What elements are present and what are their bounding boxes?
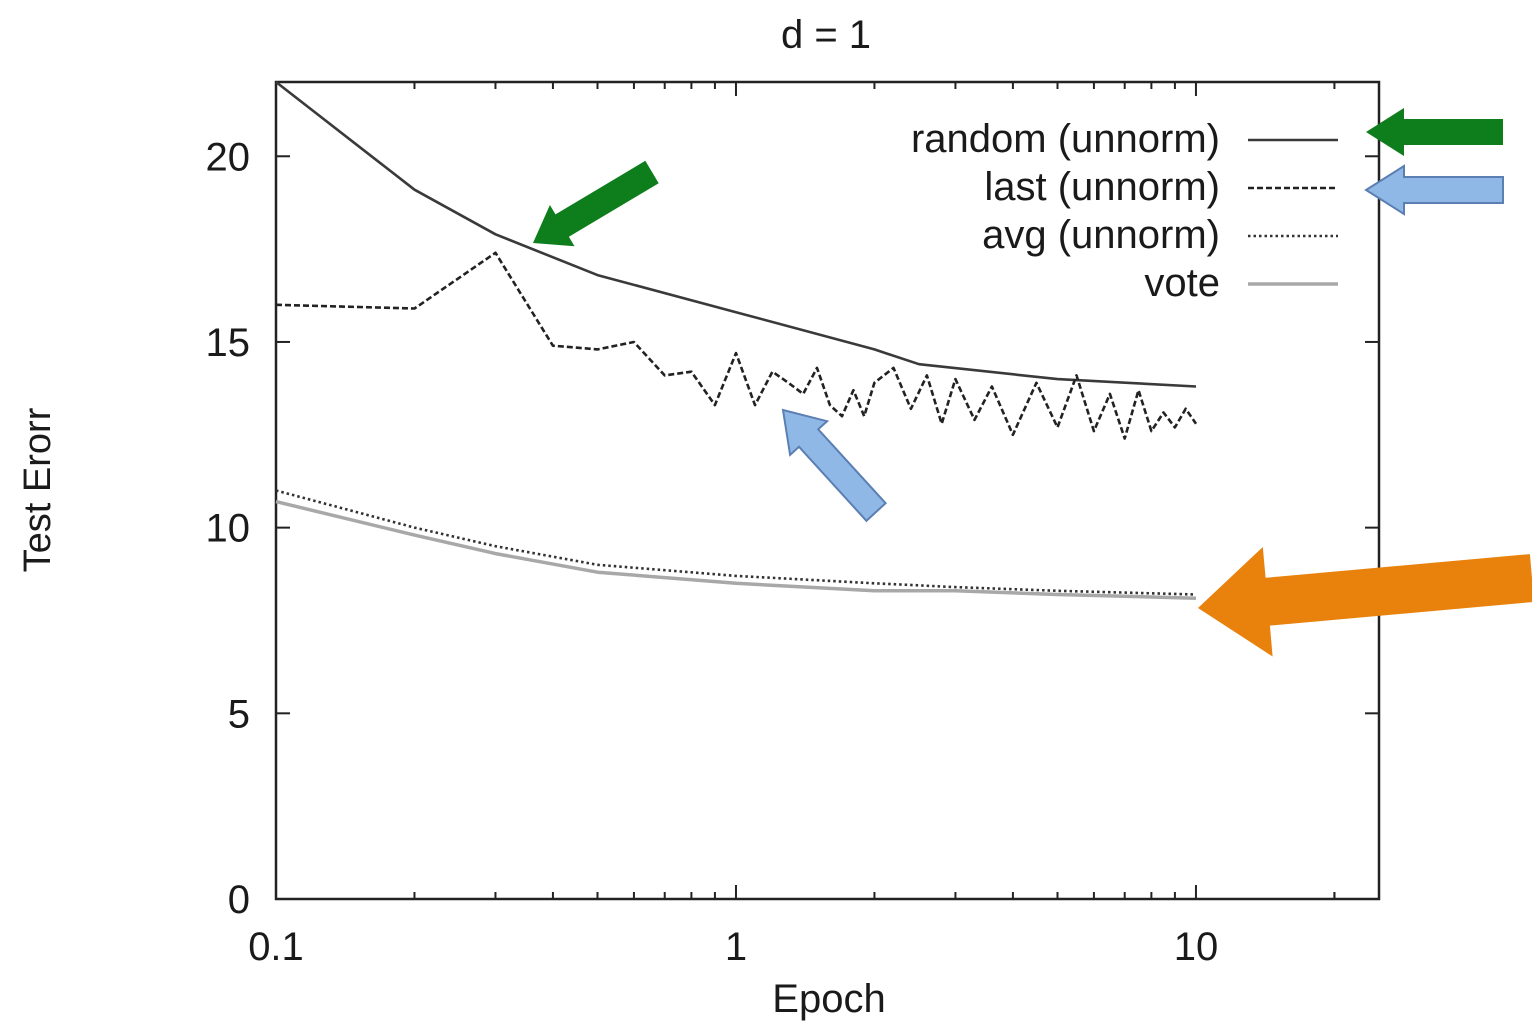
green-arrow-curve [533,160,659,247]
series-line-0 [275,80,1197,388]
blue-arrow-curve [781,408,888,523]
series-lines [275,80,1198,600]
x-tick-label: 0.1 [248,925,304,969]
blue-arrow-legend [1364,164,1504,216]
x-axis-label: Epoch [772,977,885,1021]
y-axis-label: Test Erorr [17,407,59,572]
orange-arrow [1198,547,1532,657]
y-tick-label: 20 [206,135,251,179]
series-line-2 [275,489,1197,596]
series-line-1 [275,251,1198,440]
x-tick-label: 10 [1174,925,1219,969]
legend: random (unnorm)last (unnorm)avg (unnorm)… [911,117,1338,305]
annotation-arrows [533,108,1532,657]
axis-ticks [275,82,1379,900]
y-tick-label: 0 [228,878,250,922]
y-tick-label: 10 [206,507,251,551]
x-tick-label: 1 [725,925,747,969]
green-arrow-legend [1366,108,1503,156]
axis-tick-labels: 0.1 1 10 0 5 10 15 20 [206,135,1219,969]
chart-title: d = 1 [781,13,871,57]
y-tick-label: 15 [206,321,251,365]
y-tick-label: 5 [228,692,250,736]
legend-label: random (unnorm) [911,117,1220,161]
legend-label: last (unnorm) [984,165,1220,209]
legend-label: vote [1144,261,1220,305]
series-line-3 [275,499,1197,600]
legend-label: avg (unnorm) [982,213,1220,257]
